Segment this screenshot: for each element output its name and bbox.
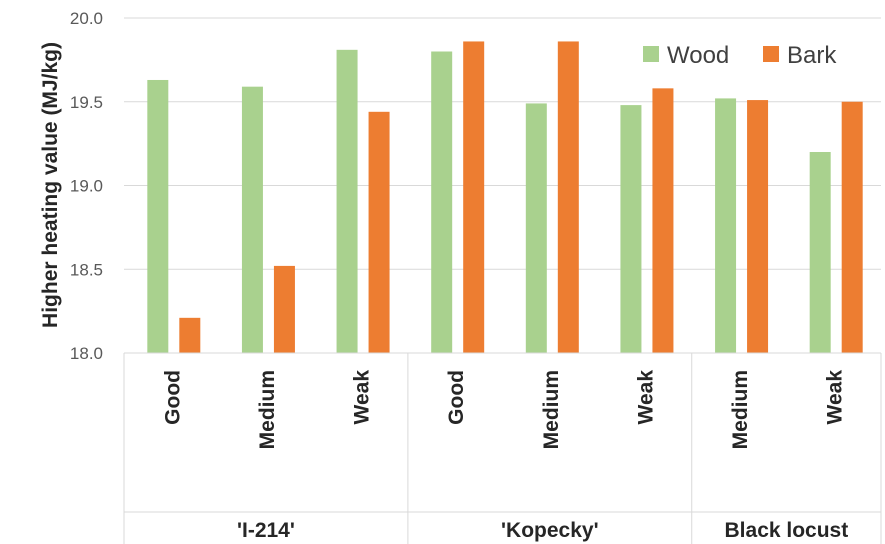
x-category-label: Good xyxy=(445,370,468,425)
bar-wood-0 xyxy=(147,79,169,353)
legend-swatch-bark xyxy=(763,46,779,62)
bar-wood-7 xyxy=(809,152,831,353)
bar-bark-6 xyxy=(747,100,769,353)
y-axis-label: Higher heating value (MJ/kg) xyxy=(39,42,62,328)
x-category-label: Medium xyxy=(256,370,279,449)
bar-bark-3 xyxy=(463,41,485,353)
x-group-label: 'Kopecky' xyxy=(501,519,599,542)
x-category-label: Weak xyxy=(824,370,847,425)
x-category-label: Medium xyxy=(540,370,563,449)
y-tick-label: 18.5 xyxy=(70,260,103,279)
bars xyxy=(147,41,863,354)
legend-label-bark: Bark xyxy=(787,42,837,69)
y-tick-label: 18.0 xyxy=(70,344,103,363)
legend: Wood Bark xyxy=(643,42,837,69)
y-axis-ticks: 18.0 18.5 19.0 19.5 20.0 xyxy=(70,9,103,363)
x-category-label: Weak xyxy=(351,370,374,425)
bar-bark-7 xyxy=(841,101,863,353)
bar-bark-4 xyxy=(557,41,579,353)
x-group-label: Black locust xyxy=(725,519,849,542)
y-tick-label: 19.0 xyxy=(70,177,103,196)
legend-label-wood: Wood xyxy=(667,42,729,69)
bar-bark-0 xyxy=(179,317,201,353)
bar-bark-5 xyxy=(652,88,674,353)
x-category-label: Weak xyxy=(634,370,657,425)
bar-wood-1 xyxy=(241,86,263,354)
x-category-label: Medium xyxy=(729,370,752,449)
y-tick-label: 19.5 xyxy=(70,93,103,112)
legend-swatch-wood xyxy=(643,46,659,62)
bar-wood-6 xyxy=(715,98,737,354)
bar-bark-2 xyxy=(368,111,390,353)
bar-wood-3 xyxy=(431,51,453,353)
y-tick-label: 20.0 xyxy=(70,9,103,28)
bar-bark-1 xyxy=(273,265,295,353)
bar-wood-2 xyxy=(336,49,358,353)
bar-wood-5 xyxy=(620,105,642,353)
x-group-label: 'I-214' xyxy=(237,519,295,542)
bar-wood-4 xyxy=(525,103,547,353)
x-category-label: Good xyxy=(161,370,184,425)
x-axis: Good Medium Weak 'I-214' Good Medium Weak 'Kope… xyxy=(123,352,882,544)
